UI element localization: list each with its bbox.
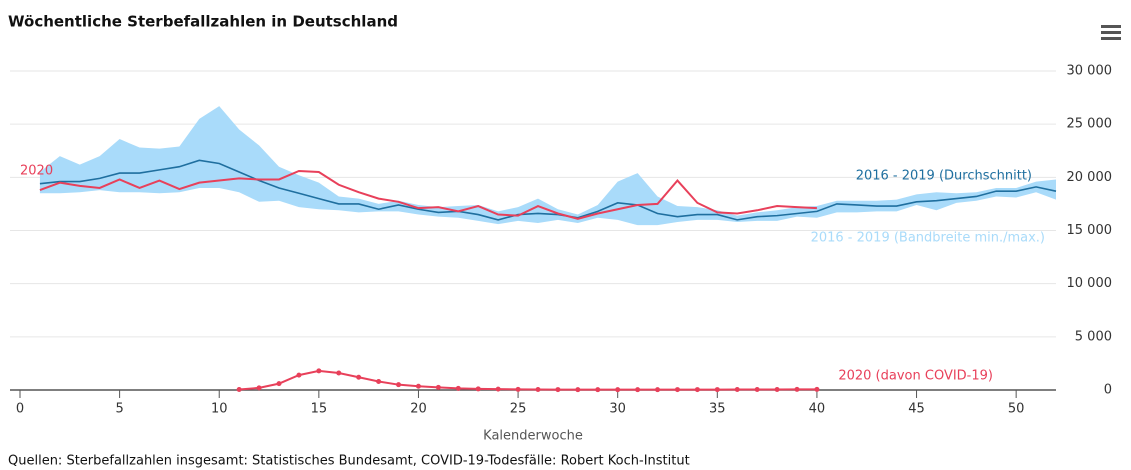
menu-button[interactable]	[1101, 25, 1121, 40]
x-tick-label: 20	[410, 402, 427, 417]
y-tick-label: 10 000	[1067, 276, 1113, 291]
point	[575, 387, 581, 393]
series-label: 2020	[20, 164, 53, 179]
point	[714, 387, 720, 393]
x-tick-label: 15	[311, 402, 328, 417]
point	[435, 384, 441, 390]
x-tick-label: 50	[1008, 402, 1025, 417]
series-label: 2016 - 2019 (Bandbreite min./max.)	[811, 231, 1045, 246]
y-tick-label: 5 000	[1075, 329, 1112, 344]
x-tick-label: 25	[510, 402, 527, 417]
point	[794, 386, 800, 392]
line	[39, 159, 1057, 221]
range-area	[39, 106, 1056, 226]
point	[754, 386, 760, 392]
series-label: 2016 - 2019 (Durchschnitt)	[856, 169, 1032, 184]
x-tick-label: 30	[609, 402, 626, 417]
point	[495, 386, 501, 392]
x-tick-label: 10	[211, 402, 228, 417]
point	[336, 370, 342, 376]
x-tick-label: 40	[809, 402, 826, 417]
y-tick-label: 20 000	[1067, 170, 1113, 185]
point	[655, 387, 661, 393]
point	[415, 383, 421, 389]
y-tick-label: 30 000	[1067, 64, 1113, 79]
point	[595, 387, 601, 393]
x-tick-label: 45	[908, 402, 925, 417]
source-note: Quellen: Sterbefallzahlen insgesamt: Sta…	[8, 454, 690, 469]
point	[694, 387, 700, 393]
point	[515, 386, 521, 392]
point	[615, 387, 621, 393]
point	[635, 387, 641, 393]
x-tick-label: 5	[115, 402, 123, 417]
chart-title: Wöchentliche Sterbefallzahlen in Deutsch…	[8, 13, 398, 31]
y-tick-label: 25 000	[1067, 117, 1113, 132]
point	[296, 372, 302, 378]
point	[276, 381, 282, 387]
point	[316, 368, 322, 374]
x-tick-label: 0	[16, 402, 24, 417]
point	[256, 385, 262, 391]
point	[455, 385, 461, 391]
point	[535, 386, 541, 392]
menu-bar	[1101, 37, 1121, 40]
line	[239, 369, 817, 391]
y-tick-label: 0	[1104, 383, 1112, 398]
point	[356, 374, 362, 380]
menu-bar	[1101, 25, 1121, 28]
y-tick-label: 15 000	[1067, 223, 1113, 238]
point	[674, 387, 680, 393]
x-tick-label: 35	[709, 402, 726, 417]
point	[376, 378, 382, 384]
point	[396, 382, 402, 388]
x-axis-label: Kalenderwoche	[483, 429, 583, 444]
point	[555, 387, 561, 393]
point	[814, 386, 820, 392]
menu-bar	[1101, 31, 1121, 34]
point	[734, 386, 740, 392]
point	[236, 386, 242, 392]
series-label: 2020 (davon COVID-19)	[838, 369, 993, 384]
line	[39, 169, 817, 220]
point	[475, 386, 481, 392]
point	[774, 386, 780, 392]
